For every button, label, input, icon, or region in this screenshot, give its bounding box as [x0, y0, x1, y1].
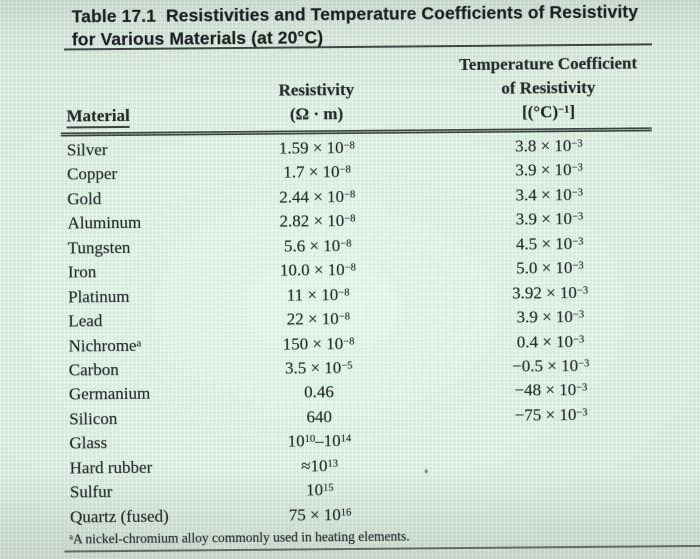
material-cell: Lead [68, 311, 103, 331]
resistivity-cell: 1.7 × 10−8 [283, 162, 351, 183]
column-header-temperature-coefficient: Temperature Coefficient of Resistivity [… [428, 51, 669, 125]
material-cell: Silver [66, 140, 108, 160]
column-header-resistivity: Resistivity (Ω · m) [226, 78, 406, 128]
column-header-material: Material [66, 104, 130, 129]
coefficient-cell: −48 × 10−3 [514, 380, 588, 400]
resistivity-cell: 2.44 × 10−8 [279, 186, 356, 207]
material-header-label: Material [66, 105, 130, 129]
coefficient-cell: 4.5 × 10−3 [515, 233, 584, 254]
resistivity-cell: ≈1013 [301, 455, 339, 476]
resistivity-cell: 1015 [305, 480, 334, 500]
resistivity-cell: 640 [306, 406, 333, 427]
coefficient-cell: 3.9 × 10−3 [515, 209, 584, 229]
coefficient-cell: −75 × 10−3 [514, 404, 588, 425]
resistivity-cell: 11 × 10−8 [286, 284, 350, 305]
material-cell: Aluminum [67, 213, 142, 233]
coefficient-header-line-1: Temperature Coefficient [459, 53, 638, 75]
table-rows: Silver 1.59 × 10−8 3.8 × 10−3 Copper 1.7… [0, 133, 700, 530]
coefficient-cell: 0.4 × 10−3 [516, 331, 585, 352]
material-cell: Silicon [69, 408, 118, 429]
material-cell: Platinum [68, 286, 130, 307]
material-footnote-marker: a [136, 337, 142, 349]
material-cell: Germanium [68, 384, 151, 404]
resistivity-header-label: Resistivity [278, 79, 355, 100]
material-cell: Hard rubber [69, 457, 153, 478]
coefficient-cell: 3.9 × 10−3 [516, 307, 585, 327]
resistivity-cell: 1.59 × 10−8 [278, 138, 355, 158]
coefficient-unit: [(°C)−1] [521, 102, 576, 122]
coefficient-cell: 3.4 × 10−3 [515, 184, 584, 205]
footnote-text: A nickel-chromium alloy commonly used in… [72, 528, 410, 547]
material-cell: Glass [69, 433, 108, 453]
material-cell: Quartz (fused) [69, 506, 169, 527]
resistivity-cell: 1010–1014 [287, 431, 352, 451]
material-cell: Sulfur [69, 482, 113, 502]
resistivity-cell: 2.82 × 10−8 [279, 211, 356, 231]
material-cell: Tungsten [67, 237, 131, 258]
resistivity-cell: 75 × 1016 [288, 504, 352, 525]
table-row: Quartz (fused) 75 × 1016 [2, 499, 700, 530]
resistivity-cell: 3.5 × 10−5 [284, 358, 353, 378]
coefficient-cell: −0.5 × 10−3 [512, 355, 590, 376]
coefficient-cell: 5.0 × 10−3 [516, 258, 584, 278]
resistivity-cell: 5.6 × 10−8 [283, 235, 352, 256]
coefficient-cell: 3.9 × 10−3 [515, 160, 583, 180]
coefficient-cell: 3.8 × 10−3 [514, 136, 583, 156]
material-cell: Gold [67, 189, 102, 209]
material-cell: Carbon [68, 359, 119, 380]
material-cell: Nichromea [68, 335, 142, 355]
coefficient-cell: 3.92 × 10−3 [512, 282, 589, 303]
column-headers: Material Resistivity (Ω · m) Temperature… [0, 51, 698, 129]
dust-speck [424, 469, 428, 474]
coefficient-header-line-2: of Resistivity [501, 77, 596, 98]
material-cell: Iron [67, 262, 97, 282]
material-cell: Copper [66, 164, 118, 184]
resistivity-cell: 22 × 10−8 [286, 309, 351, 329]
resistivity-cell: 0.46 [304, 382, 334, 402]
resistivity-cell: 10.0 × 10−8 [279, 260, 356, 280]
resistivity-unit: (Ω · m) [289, 104, 344, 124]
resistivity-cell: 150 × 10−8 [282, 333, 355, 354]
footnote: aA nickel-chromium alloy commonly used i… [69, 526, 410, 548]
